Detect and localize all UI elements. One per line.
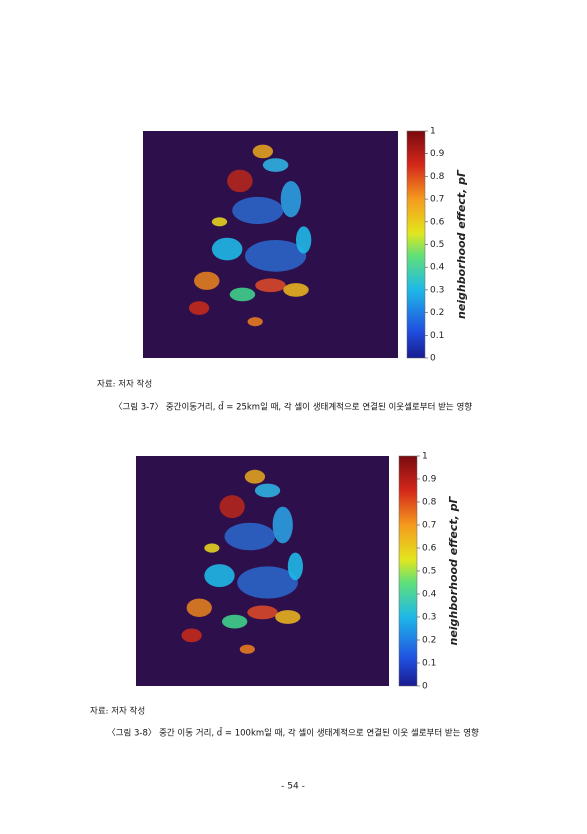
- heatmap-patch: [283, 283, 309, 297]
- heatmap-patch: [287, 552, 303, 581]
- colorbar-tick-label: 0.3: [422, 613, 436, 623]
- colorbar-label: neighborhood effect, pΓ: [447, 496, 460, 646]
- colorbar-tick-label: 0.3: [430, 285, 444, 295]
- colorbar-label: neighborhood effect, pΓ: [455, 169, 468, 319]
- heatmap-patch: [204, 564, 235, 588]
- heatmap-patch: [211, 237, 243, 261]
- colorbar: [398, 455, 418, 687]
- heatmap-patch: [227, 169, 253, 193]
- heatmap-patch: [204, 543, 220, 553]
- colorbar-tick-label: 0.5: [430, 240, 444, 250]
- figure-source: 자료: 저자 작성: [97, 379, 152, 390]
- heatmap-patch: [254, 483, 281, 498]
- colorbar-tick-label: 1: [422, 452, 428, 462]
- colorbar-tick-label: 0: [422, 682, 428, 692]
- heatmap-patch: [194, 271, 220, 290]
- figure-caption: 〈그림 3-8〉 중간 이동 거리, d̄ = 100km일 때, 각 셀이 생…: [107, 727, 479, 739]
- heatmap-patch: [229, 287, 256, 302]
- colorbar-tick-label: 0.7: [430, 195, 444, 205]
- heatmap-patch: [224, 522, 276, 551]
- figure-caption: 〈그림 3-7〉 중간이동거리, d̄ = 25km일 때, 각 셀이 생태계적…: [114, 401, 472, 413]
- heatmap-patch: [244, 469, 266, 484]
- heatmap-patch: [239, 644, 255, 654]
- heatmap-patch: [219, 495, 245, 519]
- heatmap-patch: [272, 506, 293, 544]
- heatmap-patch: [232, 196, 284, 225]
- heatmap-patch: [247, 605, 278, 620]
- colorbar-tick-label: 0: [430, 354, 436, 364]
- heatmap-patch: [237, 566, 298, 599]
- colorbar-tick-label: 0.8: [430, 172, 445, 182]
- colorbar-tick-label: 0.2: [430, 308, 444, 318]
- heatmap-patch: [247, 317, 263, 327]
- colorbar-tick-label: 0.9: [430, 149, 445, 159]
- heatmap-patch: [255, 278, 286, 293]
- colorbar-tick-label: 0.7: [422, 521, 436, 531]
- heatmap-patch: [222, 614, 248, 629]
- colorbar-tick-label: 0.5: [422, 567, 436, 577]
- colorbar-tick-label: 0.6: [422, 544, 437, 554]
- colorbar-tick-label: 0.1: [430, 331, 444, 341]
- colorbar-tick-label: 0.4: [430, 263, 445, 273]
- colorbar-tick-label: 0.8: [422, 498, 437, 508]
- heatmap-patch: [181, 628, 202, 643]
- heatmap-patch: [275, 610, 301, 624]
- heatmap-patch: [188, 301, 210, 315]
- page-number: - 54 -: [281, 782, 305, 792]
- heatmap-patch: [280, 180, 302, 218]
- heatmap-patch: [186, 598, 212, 617]
- heatmap-patch: [296, 226, 312, 254]
- colorbar-tick-label: 0.6: [430, 217, 445, 227]
- figure-source: 자료: 저자 작성: [90, 706, 145, 717]
- colorbar-tick-label: 1: [430, 127, 436, 137]
- heatmap-patch: [245, 239, 307, 272]
- heatmap-patch: [262, 158, 289, 172]
- colorbar-tick-label: 0.9: [422, 475, 437, 485]
- heatmap-patch: [211, 217, 228, 227]
- heatmap-patch: [252, 144, 274, 159]
- colorbar-tick-label: 0.4: [422, 590, 437, 600]
- colorbar-tick-label: 0.2: [422, 636, 436, 646]
- colorbar-tick-label: 0.1: [422, 659, 436, 669]
- colorbar: [406, 130, 426, 359]
